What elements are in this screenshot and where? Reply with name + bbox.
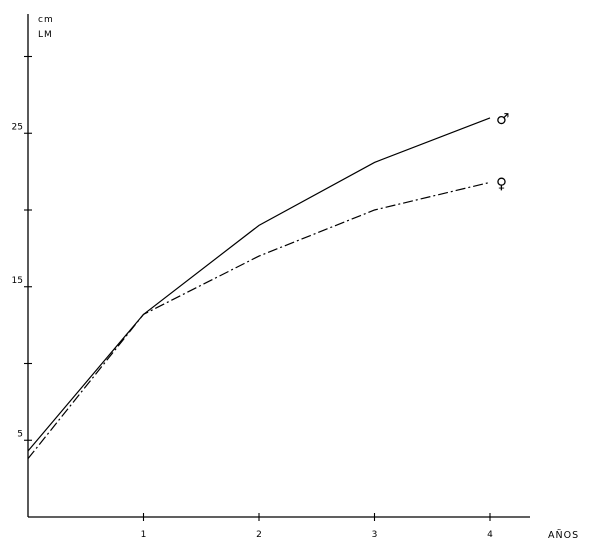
y-tick-label: 5 — [17, 429, 23, 439]
x-tick-label: 4 — [487, 530, 493, 540]
y-axis-unit-label: cm — [38, 15, 54, 25]
x-axis-label: AÑOS — [548, 530, 579, 541]
x-tick-label: 1 — [141, 530, 147, 540]
y-axis-label: LM — [38, 30, 53, 40]
series: ♂♀ — [27, 110, 509, 460]
x-tick-label: 2 — [256, 530, 262, 540]
x-tick-label: 3 — [372, 530, 378, 540]
male-symbol-label: ♂ — [496, 110, 509, 128]
female-symbol-label: ♀ — [496, 174, 507, 192]
series-line-male — [27, 117, 491, 452]
axes — [27, 14, 530, 518]
ticks: 1 2 3 4 5 15 25 — [12, 55, 493, 540]
y-tick-label: 25 — [12, 122, 23, 132]
series-line-female — [27, 181, 491, 460]
y-tick-label: 15 — [12, 276, 23, 286]
